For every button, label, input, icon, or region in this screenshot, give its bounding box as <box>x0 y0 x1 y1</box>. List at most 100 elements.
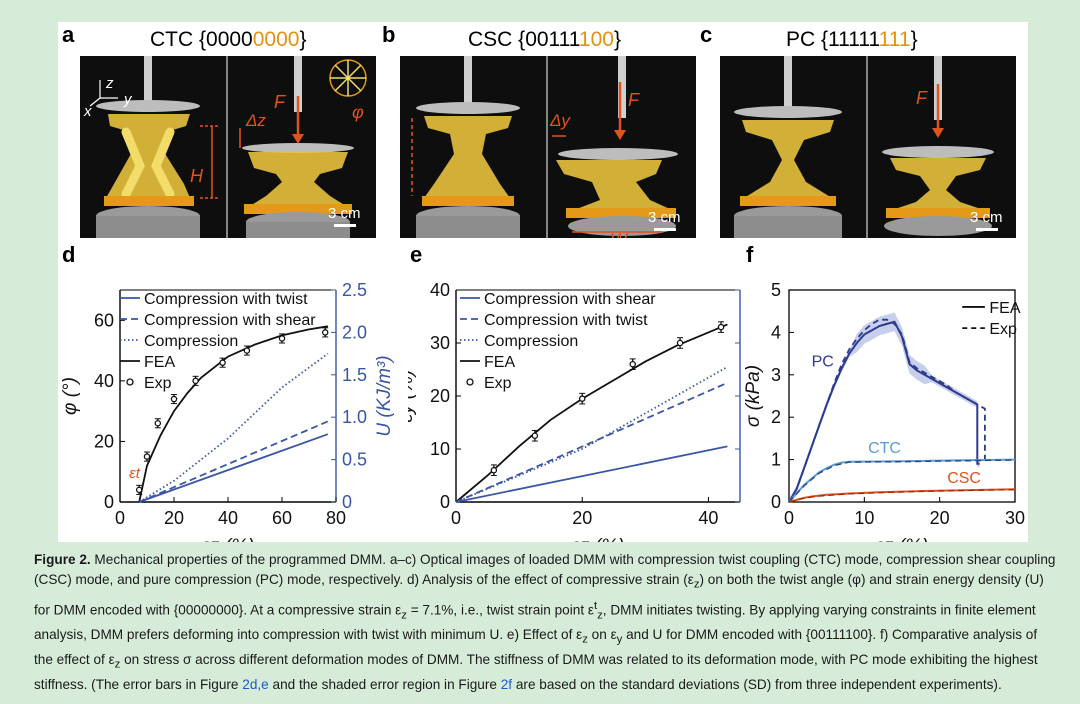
data-point-exp <box>170 395 178 403</box>
y-tick-label: 4 <box>771 322 781 342</box>
data-point-exp <box>321 329 329 336</box>
legend-label: FEA <box>144 354 175 371</box>
series-line-compression <box>138 352 329 503</box>
y-tick-label-left: 30 <box>430 333 450 353</box>
figure-area: a CTC {00000000} b CSC {00111100} c PC {… <box>58 22 1028 542</box>
x-tick-label: 0 <box>784 508 794 528</box>
series-label-csc: CSC <box>947 470 981 487</box>
scale-bar-c: 3 cm <box>970 209 1003 226</box>
photo-pc: F 3 cm <box>720 56 1016 238</box>
y-tick-label: 0 <box>771 492 781 512</box>
figure-caption: Figure 2. Mechanical properties of the p… <box>34 552 1056 693</box>
y-tick-label-right: 2.0 <box>342 322 367 342</box>
y-tick-label-right: 1.5 <box>342 365 367 385</box>
legend-label: FEA <box>989 300 1020 317</box>
y-tick-label: 5 <box>771 280 781 300</box>
series-line-csc-exp <box>788 489 1016 503</box>
scale-bar-b: 3 cm <box>648 209 681 226</box>
data-point-exp <box>578 395 586 402</box>
legend-label: Compression <box>484 333 578 350</box>
data-point-exp <box>676 339 684 347</box>
x-tick-label: 0 <box>451 508 461 528</box>
y-tick-label: 3 <box>771 365 781 385</box>
panel-label-a: a <box>62 22 75 47</box>
legend-marker <box>466 378 474 386</box>
x-axis-label: εz (%) <box>572 536 625 542</box>
series-line-compression-with-shear <box>455 445 728 503</box>
legend-label: Exp <box>484 375 512 392</box>
series-label-pc: PC <box>812 353 834 370</box>
legend-label: Compression with shear <box>144 312 316 329</box>
x-tick-label: 40 <box>218 508 238 528</box>
panel-label-c: c <box>700 22 713 47</box>
data-point-exp <box>143 453 151 460</box>
x-tick-label: 0 <box>115 508 125 528</box>
svg-text:z: z <box>105 75 114 92</box>
series-line-compression <box>455 366 728 503</box>
data-point-exp <box>135 486 143 494</box>
y-axis-label-left: εy (%) <box>408 370 417 423</box>
x-tick-label: 30 <box>1005 508 1025 528</box>
y-tick-label-left: 20 <box>430 386 450 406</box>
legend-marker <box>126 378 134 386</box>
svg-text:Δy: Δy <box>549 111 571 130</box>
x-tick-label: 60 <box>272 508 292 528</box>
panel-a-title: CTC {00000000} <box>150 28 307 51</box>
x-tick-label: 80 <box>326 508 346 528</box>
svg-text:F: F <box>274 92 286 112</box>
y-tick-label-left: 40 <box>430 280 450 300</box>
svg-text:W: W <box>610 230 629 238</box>
panel-c-title: PC {11111111} <box>786 28 918 51</box>
svg-text:F: F <box>916 88 928 108</box>
legend-label: Compression with shear <box>484 291 656 308</box>
panel-label-e: e <box>410 242 423 267</box>
ref-link-2de[interactable]: 2d,e <box>242 677 269 693</box>
svg-text:x: x <box>83 103 92 120</box>
svg-text:y: y <box>123 91 133 108</box>
annotation-twist-point: εt <box>129 465 141 482</box>
chart-e: 0204001020304000.10.20.30.4εz (%)εy (%)U… <box>408 280 741 542</box>
legend-label: Compression with twist <box>484 312 648 329</box>
series-line-pc-exp <box>788 318 986 503</box>
scale-bar-a: 3 cm <box>328 205 361 222</box>
dim-h: H <box>190 166 204 186</box>
photo-csc: F Δy W 3 cm <box>400 56 696 238</box>
data-point-exp <box>154 420 162 427</box>
data-point-exp <box>243 347 251 354</box>
chart-f: 0 10 20 30 0 1 2 3 4 5 εz (%) σ (kPa) PC CTC CSC FEA Exp <box>743 280 1025 542</box>
series-line-compression-with-shear <box>138 420 329 503</box>
data-point-exp <box>278 335 286 342</box>
series-line-compression-with-twist <box>138 433 329 503</box>
data-point-exp <box>219 359 226 366</box>
x-axis-label: εz (%) <box>202 536 255 542</box>
x-tick-label: 40 <box>698 508 718 528</box>
y-tick-label-right: 0.5 <box>342 450 367 470</box>
panel-label-b: b <box>382 22 396 47</box>
y-tick-label-right: 1.0 <box>342 407 367 427</box>
data-point-exp <box>490 466 498 474</box>
y-tick-label-left: 20 <box>94 431 114 451</box>
legend-label: Compression with twist <box>144 291 308 308</box>
data-point-exp <box>629 360 636 368</box>
legend-label: Exp <box>144 375 172 392</box>
y-axis-label-right: U (KJ/m³) <box>374 355 395 436</box>
series-line-fea <box>138 325 329 503</box>
y-tick-label-left: 0 <box>104 492 114 512</box>
legend-label: Exp <box>989 321 1017 338</box>
legend-label: Compression <box>144 333 238 350</box>
y-tick-label-right: 2.5 <box>342 280 367 300</box>
x-axis-label: εz (%) <box>876 536 929 542</box>
y-tick-label: 1 <box>771 450 781 470</box>
panel-label-d: d <box>62 242 76 267</box>
data-point-exp <box>192 377 199 385</box>
x-tick-label: 20 <box>930 508 950 528</box>
y-axis-label: σ (kPa) <box>743 365 764 427</box>
photo-ctc: H z y x F Δz φ 3 cm <box>80 56 376 238</box>
ref-link-2f[interactable]: 2f <box>500 677 513 693</box>
data-point-exp <box>717 323 725 331</box>
svg-text:φ: φ <box>352 102 364 122</box>
series-line-ctc-exp <box>788 459 1016 503</box>
svg-text:Δz: Δz <box>245 111 266 130</box>
panel-label-f: f <box>746 242 754 267</box>
